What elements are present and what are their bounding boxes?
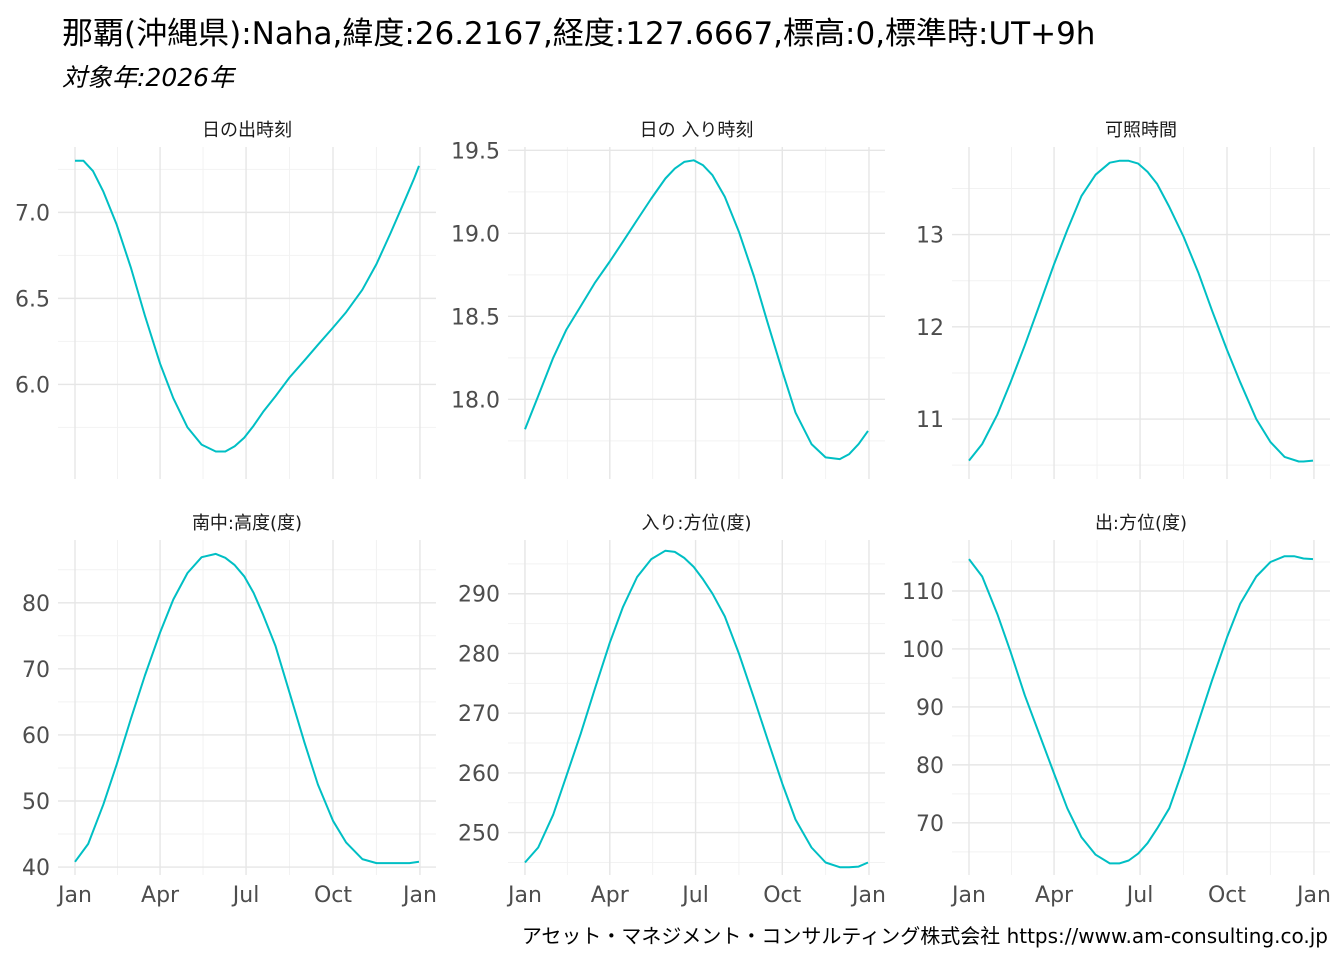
panel-title: 入り:方位(度) — [641, 513, 751, 534]
y-tick-label: 19.0 — [451, 222, 500, 247]
panel-3: 11 12 13 可照時間 — [916, 120, 1330, 479]
x-tick-label: Oct — [1208, 883, 1246, 908]
x-tick-label: Jul — [231, 883, 260, 908]
x-tick-label: Jan — [401, 883, 437, 908]
y-tick-label: 50 — [22, 790, 50, 815]
y-tick-label: 13 — [916, 224, 944, 249]
y-tick-label: 40 — [22, 856, 50, 881]
x-tick-label: Jan — [1295, 883, 1331, 908]
y-tick-label: 12 — [916, 316, 944, 341]
y-tick-label: 90 — [916, 696, 944, 721]
series-line — [75, 159, 420, 453]
x-tick-label: Jul — [1125, 883, 1154, 908]
x-tick-label: Jan — [950, 883, 986, 908]
panel-6: Jan Apr Jul Oct Jan 70 80 90 100 110 出:方位(度) — [902, 513, 1331, 908]
y-tick-label: 110 — [902, 580, 944, 605]
x-tick-label: Oct — [314, 883, 352, 908]
y-tick-label: 250 — [458, 822, 500, 847]
y-tick-label: 18.0 — [451, 388, 500, 413]
y-tick-label: 80 — [916, 754, 944, 779]
y-tick-label: 270 — [458, 702, 500, 727]
y-tick-label: 280 — [458, 642, 500, 667]
x-tick-label: Oct — [763, 883, 801, 908]
y-tick-label: 11 — [916, 408, 944, 433]
series-line — [74, 552, 420, 865]
panel-title: 可照時間 — [1105, 120, 1177, 141]
panel-title: 出:方位(度) — [1095, 513, 1187, 534]
y-tick-label: 70 — [916, 812, 944, 837]
panel-title: 日の出時刻 — [202, 120, 292, 141]
y-tick-label: 6.0 — [15, 373, 50, 398]
x-tick-label: Jul — [680, 883, 709, 908]
panel-5: Jan Apr Jul Oct Jan 250 260 270 280 290 入り:方位(度) — [458, 513, 886, 908]
panel-2: 18.0 18.5 19.0 19.5 日の 入り時刻 — [451, 120, 885, 479]
y-tick-label: 260 — [458, 762, 500, 787]
y-tick-label: 6.5 — [15, 287, 50, 312]
panel-title: 日の 入り時刻 — [640, 120, 754, 141]
series-line — [968, 159, 1314, 463]
y-tick-label: 18.5 — [451, 305, 500, 330]
x-tick-label: Jan — [506, 883, 542, 908]
y-tick-label: 70 — [22, 658, 50, 683]
series-line — [524, 549, 869, 869]
page-subtitle: 対象年:2026年 — [62, 63, 235, 92]
series-line — [968, 555, 1314, 865]
y-tick-label: 80 — [22, 592, 50, 617]
y-tick-label: 100 — [902, 638, 944, 663]
panel-1: 6.0 6.5 7.0 日の出時刻 — [15, 120, 436, 479]
caption: アセット・マネジメント・コンサルティング株式会社 https://www.am-… — [521, 924, 1328, 948]
series-line — [524, 159, 869, 461]
x-tick-label: Apr — [1035, 883, 1074, 908]
x-tick-label: Apr — [591, 883, 630, 908]
y-tick-label: 7.0 — [15, 201, 50, 226]
x-tick-label: Jan — [56, 883, 92, 908]
y-tick-label: 60 — [22, 724, 50, 749]
y-tick-label: 19.5 — [451, 139, 500, 164]
x-tick-label: Jan — [850, 883, 886, 908]
y-tick-label: 290 — [458, 583, 500, 608]
page-title: 那覇(沖縄県):Naha,緯度:26.2167,経度:127.6667,標高:0… — [62, 16, 1096, 52]
x-tick-label: Apr — [141, 883, 180, 908]
panel-title: 南中:高度(度) — [192, 513, 302, 534]
